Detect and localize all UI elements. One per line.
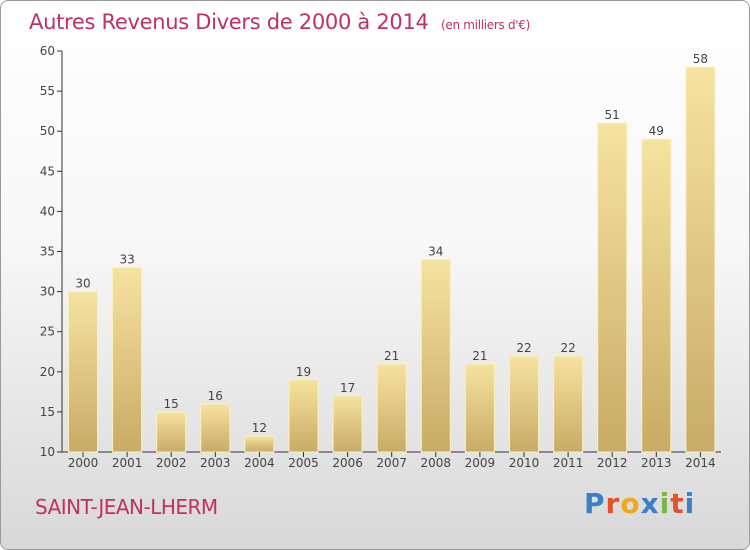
y-tick-label: 25 bbox=[40, 325, 55, 339]
x-tick-label-2012: 2012 bbox=[597, 456, 628, 470]
x-tick-label-2007: 2007 bbox=[376, 456, 407, 470]
bar-2000 bbox=[68, 291, 98, 453]
data-label-2002: 15 bbox=[164, 397, 179, 411]
bar-2003 bbox=[200, 403, 231, 453]
y-tick-label: 40 bbox=[40, 204, 55, 218]
chart-title: Autres Revenus Divers de 2000 à 2014 bbox=[29, 10, 429, 34]
bar-2001 bbox=[112, 267, 143, 453]
commune-name: SAINT-JEAN-LHERM bbox=[35, 495, 218, 519]
y-tick-label: 35 bbox=[40, 245, 55, 259]
y-tick-label: 60 bbox=[40, 44, 55, 58]
y-tick-label: 10 bbox=[40, 445, 55, 459]
bar-2013 bbox=[641, 138, 672, 453]
data-label-2013: 49 bbox=[649, 124, 664, 138]
logo-letter: r bbox=[605, 487, 621, 520]
bar-2005 bbox=[288, 379, 319, 453]
bar-2012 bbox=[597, 122, 628, 453]
x-tick-label-2005: 2005 bbox=[288, 456, 319, 470]
x-tick-label-2014: 2014 bbox=[685, 456, 716, 470]
logo-letter: i bbox=[659, 487, 671, 520]
data-label-2011: 22 bbox=[560, 341, 575, 355]
data-label-2010: 22 bbox=[516, 341, 531, 355]
data-label-2004: 12 bbox=[252, 421, 267, 435]
logo-letter: i bbox=[684, 487, 696, 520]
x-tick-label-2011: 2011 bbox=[553, 456, 584, 470]
data-label-2012: 51 bbox=[605, 108, 620, 122]
x-tick-label-2010: 2010 bbox=[509, 456, 540, 470]
data-label-2009: 21 bbox=[472, 349, 487, 363]
bar-2004 bbox=[244, 435, 275, 453]
bar-2009 bbox=[464, 363, 495, 453]
y-tick-label: 30 bbox=[40, 285, 55, 299]
chart-unit-note: (en milliers d'€) bbox=[441, 18, 531, 32]
x-tick-label-2001: 2001 bbox=[112, 456, 143, 470]
bar-2002 bbox=[156, 411, 187, 453]
logo-letter: x bbox=[640, 487, 660, 520]
y-tick-label: 45 bbox=[40, 164, 55, 178]
bar-2014 bbox=[685, 66, 716, 453]
bar-2011 bbox=[553, 355, 584, 453]
bar-2006 bbox=[332, 395, 363, 453]
x-tick-label-2013: 2013 bbox=[641, 456, 672, 470]
logo-letter: t bbox=[670, 487, 685, 520]
data-label-2008: 34 bbox=[428, 245, 443, 259]
proxiti-logo: Proxiti bbox=[584, 487, 695, 520]
x-tick-label-2002: 2002 bbox=[156, 456, 187, 470]
data-label-2006: 17 bbox=[340, 381, 355, 395]
data-label-2000: 30 bbox=[75, 277, 90, 291]
x-tick-label-2008: 2008 bbox=[421, 456, 452, 470]
bar-2008 bbox=[420, 259, 451, 453]
data-label-2014: 58 bbox=[693, 52, 708, 66]
logo-letter: P bbox=[584, 487, 606, 520]
x-tick-label-2004: 2004 bbox=[244, 456, 275, 470]
y-tick-label: 55 bbox=[40, 84, 55, 98]
x-tick-label-2006: 2006 bbox=[332, 456, 363, 470]
data-label-2001: 33 bbox=[119, 253, 134, 267]
x-tick-label-2009: 2009 bbox=[465, 456, 496, 470]
chart-title-row: Autres Revenus Divers de 2000 à 2014 (en… bbox=[29, 10, 530, 34]
bar-2010 bbox=[509, 355, 539, 453]
x-tick-label-2003: 2003 bbox=[200, 456, 231, 470]
data-label-2003: 16 bbox=[208, 389, 223, 403]
bar-2007 bbox=[376, 363, 407, 453]
y-tick-label: 15 bbox=[40, 405, 55, 419]
x-tick-label-2000: 2000 bbox=[68, 456, 99, 470]
y-tick-label: 20 bbox=[40, 365, 55, 379]
y-tick-label: 50 bbox=[40, 124, 55, 138]
data-label-2005: 19 bbox=[296, 365, 311, 379]
logo-letter: o bbox=[620, 487, 641, 520]
data-label-2007: 21 bbox=[384, 349, 399, 363]
